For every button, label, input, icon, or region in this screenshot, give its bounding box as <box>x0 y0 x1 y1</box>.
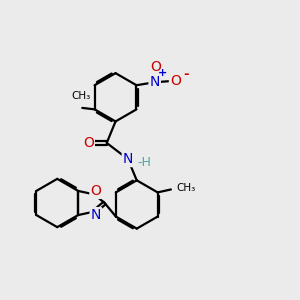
Text: -: - <box>183 68 189 81</box>
Text: O: O <box>83 136 94 150</box>
Text: CH₃: CH₃ <box>71 92 90 101</box>
Text: CH₃: CH₃ <box>176 183 196 193</box>
Text: N: N <box>149 75 160 89</box>
Text: N: N <box>91 208 101 222</box>
Text: O: O <box>150 60 161 74</box>
Text: +: + <box>158 68 167 78</box>
Text: N: N <box>123 152 133 166</box>
Text: O: O <box>90 184 101 198</box>
Text: -H: -H <box>137 156 151 169</box>
Text: O: O <box>170 74 181 88</box>
